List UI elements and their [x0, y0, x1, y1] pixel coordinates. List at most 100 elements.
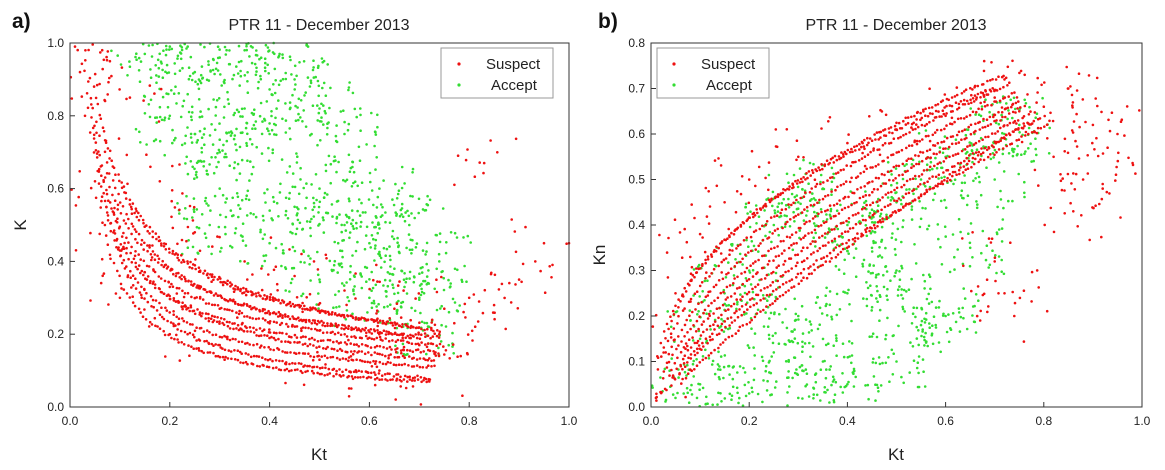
data-point [403, 285, 406, 289]
data-point [252, 293, 255, 296]
data-point [90, 116, 93, 119]
data-point [197, 87, 201, 91]
data-point [910, 157, 913, 160]
data-point [734, 258, 737, 261]
data-point [961, 103, 965, 106]
data-point [426, 334, 430, 338]
data-point [785, 281, 788, 284]
data-point [108, 157, 111, 160]
data-point [997, 122, 1001, 126]
data-point [429, 336, 432, 340]
data-point [438, 342, 442, 346]
data-point [809, 253, 813, 256]
data-point [263, 259, 267, 263]
data-point [425, 380, 429, 384]
data-point [182, 295, 186, 299]
data-point [695, 267, 698, 270]
data-point [153, 253, 157, 256]
data-point [874, 176, 878, 180]
data-point [872, 149, 875, 152]
data-point [721, 341, 725, 344]
data-point [782, 188, 785, 191]
data-point [950, 122, 954, 126]
data-point [182, 305, 186, 308]
data-point [985, 244, 989, 247]
data-point [692, 359, 695, 363]
data-point [1037, 286, 1040, 289]
data-point [333, 259, 337, 263]
data-point [1035, 112, 1039, 115]
y-tick-label: 0.0 [47, 400, 64, 414]
data-point [340, 262, 343, 265]
data-point [698, 284, 702, 288]
data-point [921, 330, 924, 333]
data-point [995, 119, 998, 122]
data-point [674, 396, 677, 400]
data-point [786, 391, 789, 394]
data-point [829, 365, 832, 368]
data-point [171, 226, 175, 230]
data-point [968, 113, 972, 117]
data-point [453, 267, 457, 271]
data-point [252, 213, 255, 216]
panel-a-legend-box [440, 47, 554, 99]
data-point [489, 139, 492, 142]
data-point [979, 158, 982, 161]
data-point [263, 191, 266, 195]
data-point [381, 339, 384, 342]
data-point [807, 267, 810, 270]
data-point [914, 262, 918, 265]
data-point [281, 350, 284, 353]
data-point [291, 361, 294, 365]
data-point [1009, 98, 1012, 102]
data-point [886, 298, 889, 302]
data-point [513, 230, 517, 233]
data-point [140, 293, 143, 297]
data-point [230, 131, 234, 135]
data-point [791, 182, 794, 185]
data-point [181, 192, 184, 195]
data-point [190, 78, 194, 82]
data-point [151, 244, 154, 247]
data-point [424, 377, 428, 381]
data-point [751, 268, 755, 272]
data-point [980, 147, 983, 150]
data-point [163, 118, 166, 122]
data-point [447, 310, 451, 314]
data-point [945, 112, 948, 115]
data-point [110, 207, 113, 210]
data-point [143, 241, 146, 245]
data-point [425, 203, 429, 206]
data-point [186, 45, 189, 48]
data-point [226, 98, 230, 101]
data-point [422, 279, 425, 283]
data-point [726, 296, 729, 299]
data-point [970, 149, 974, 152]
data-point [136, 281, 140, 284]
data-point [1015, 139, 1018, 142]
data-point [972, 162, 976, 166]
data-point [939, 128, 943, 132]
data-point [977, 107, 980, 111]
data-point [197, 349, 201, 352]
data-point [382, 305, 386, 309]
data-point [461, 394, 464, 398]
data-point [365, 225, 369, 229]
data-point [218, 138, 221, 141]
data-point [665, 388, 668, 392]
data-point [662, 370, 666, 373]
data-point [973, 320, 977, 324]
data-point [503, 296, 506, 300]
data-point [168, 311, 171, 314]
data-point [373, 329, 377, 333]
data-point [316, 79, 320, 83]
data-point [659, 341, 663, 345]
data-point [197, 98, 201, 101]
data-point [208, 223, 211, 227]
data-point [812, 393, 815, 396]
panel-b-marks [650, 59, 1141, 408]
data-point [225, 155, 228, 159]
data-point [739, 298, 742, 301]
data-point [103, 199, 107, 203]
data-point [322, 123, 325, 126]
